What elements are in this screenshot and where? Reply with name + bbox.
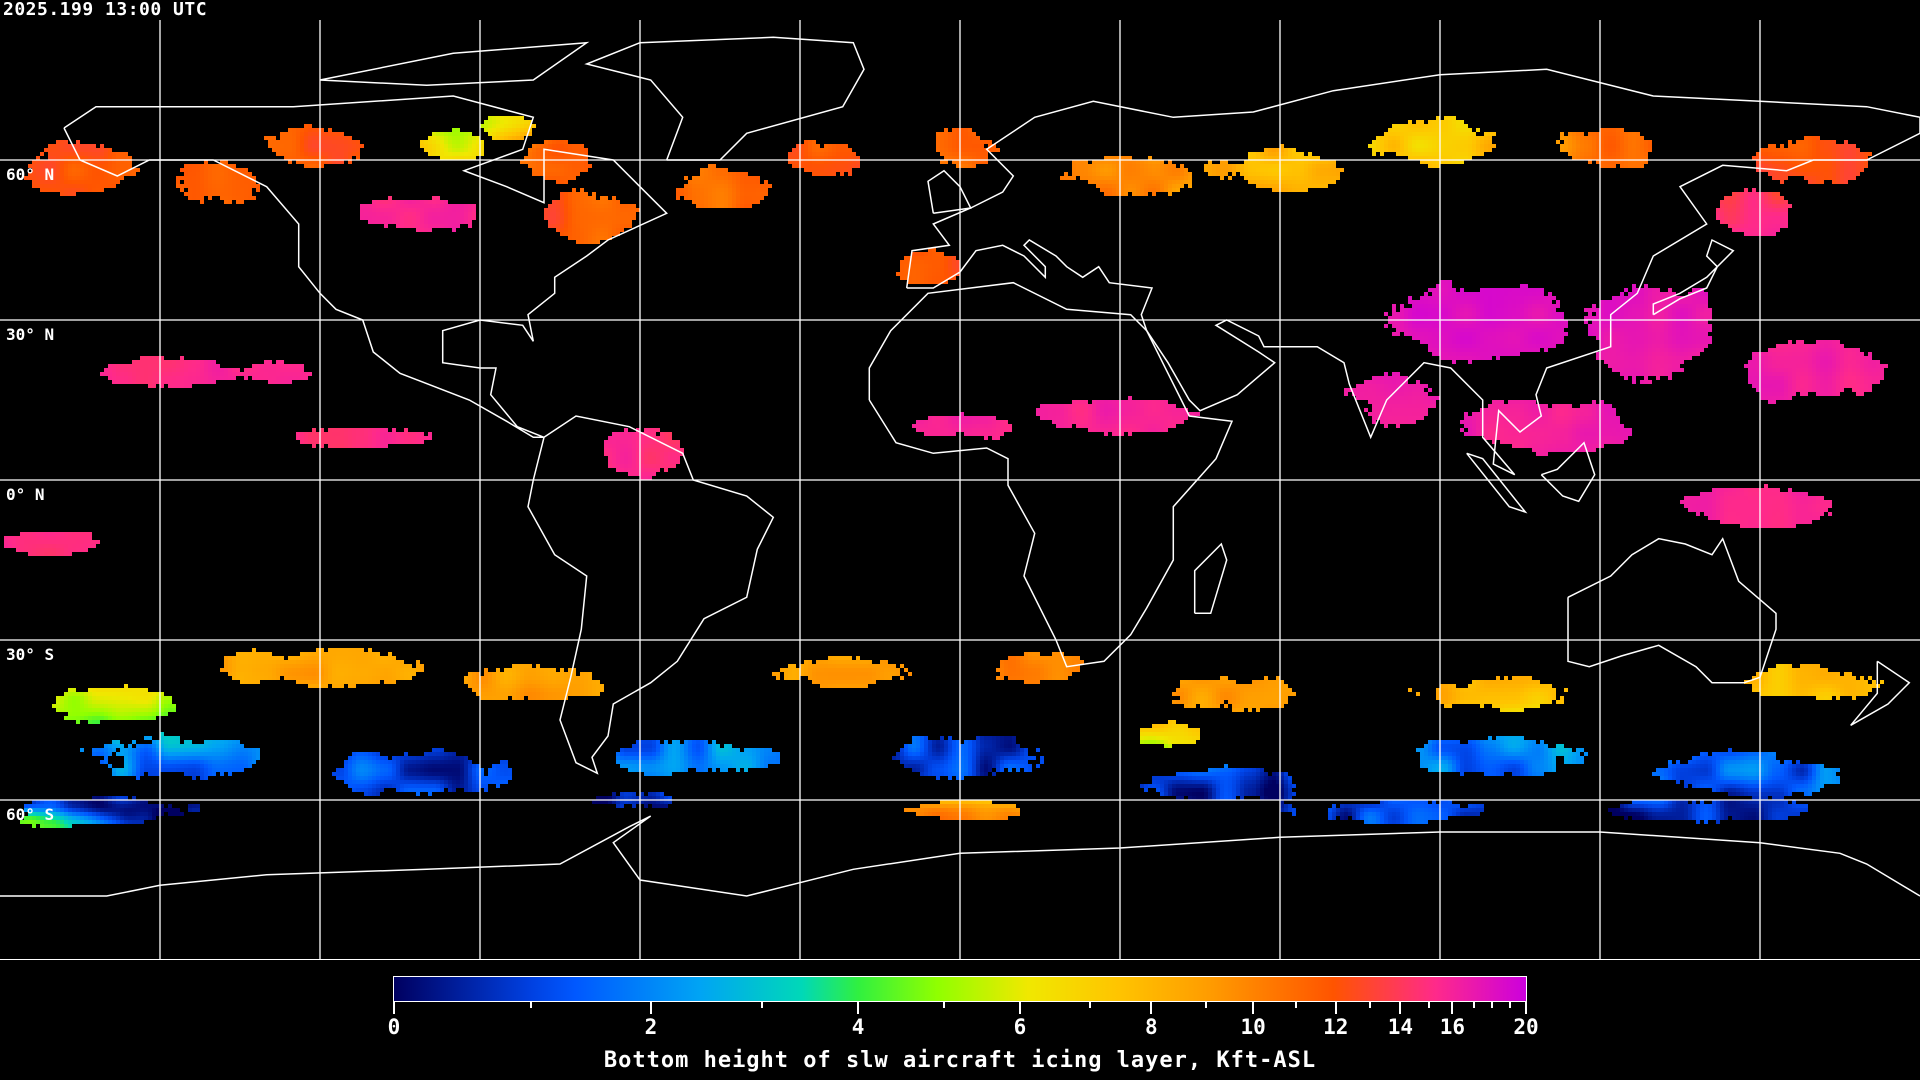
map-overlay (0, 20, 1920, 960)
colorbar-major-tick (1018, 1002, 1021, 1014)
colorbar-major-tick (857, 1002, 860, 1014)
latitude-label: 60° S (6, 805, 55, 824)
colorbar-major-tick (649, 1002, 652, 1014)
colorbar-tick-label: 16 (1439, 1015, 1466, 1039)
colorbar-tick-label: 0 (387, 1015, 401, 1039)
colorbar-tick-label: 12 (1323, 1015, 1349, 1039)
colorbar-minor-tick (760, 1002, 763, 1008)
coastline (905, 68, 1920, 476)
colorbar-major-tick (1150, 1002, 1153, 1014)
colorbar-tick-label: 10 (1240, 1015, 1266, 1039)
colorbar-major-tick (393, 1002, 395, 1014)
colorbar-minor-tick (1491, 1002, 1494, 1008)
colorbar-minor-tick (1089, 1002, 1092, 1008)
colorbar-tick-label: 14 (1387, 1015, 1413, 1039)
colorbar-tick-label: 2 (644, 1015, 658, 1039)
colorbar-minor-tick (1204, 1002, 1207, 1008)
map-bottom-border (0, 959, 1920, 960)
coastline (527, 415, 775, 775)
colorbar-major-tick (1252, 1002, 1255, 1014)
colorbar-tick-label: 6 (1013, 1015, 1027, 1039)
colorbar-minor-tick (1295, 1002, 1298, 1008)
colorbar-tick-label: 4 (851, 1015, 865, 1039)
colorbar-major-tick (1399, 1002, 1402, 1014)
colorbar-minor-tick (943, 1002, 946, 1008)
valid-time-label: 2025.199 13:00 UTC (3, 0, 208, 20)
latitude-label: 30° S (6, 645, 55, 664)
coastline (927, 169, 972, 215)
colorbar-tick-label: 8 (1144, 1015, 1158, 1039)
coastline (1193, 542, 1228, 615)
colorbar-tick-label: 20 (1513, 1015, 1539, 1039)
icing-map: 2025.199 13:00 UTC 60° N 30° N 0° N 30° S 60… (0, 0, 1920, 960)
coastline (319, 41, 590, 87)
coastline (63, 95, 668, 439)
colorbar-major-tick (1525, 1002, 1527, 1014)
colorbar-major-tick (1451, 1002, 1454, 1014)
latitude-label: 0° N (6, 485, 45, 504)
colorbar-major-tick (1334, 1002, 1337, 1014)
colorbar-minor-tick (1427, 1002, 1430, 1008)
colorbar-minor-tick (1509, 1002, 1512, 1008)
colorbar (393, 976, 1527, 1002)
coastline (1567, 537, 1777, 684)
coastline (584, 36, 865, 161)
coastline (868, 281, 1234, 668)
coastline (1540, 441, 1596, 503)
coastline (1466, 452, 1528, 514)
coastline (1850, 660, 1911, 726)
colorbar-minor-tick (1368, 1002, 1371, 1008)
coastline (1652, 238, 1735, 316)
colorbar-minor-tick (529, 1002, 532, 1008)
colorbar-minor-tick (1472, 1002, 1475, 1008)
colorbar-title: Bottom height of slw aircraft icing laye… (603, 1048, 1317, 1073)
latitude-label: 60° N (6, 165, 55, 184)
latitude-label: 30° N (6, 325, 55, 344)
lat-lon-grid (0, 20, 1920, 960)
